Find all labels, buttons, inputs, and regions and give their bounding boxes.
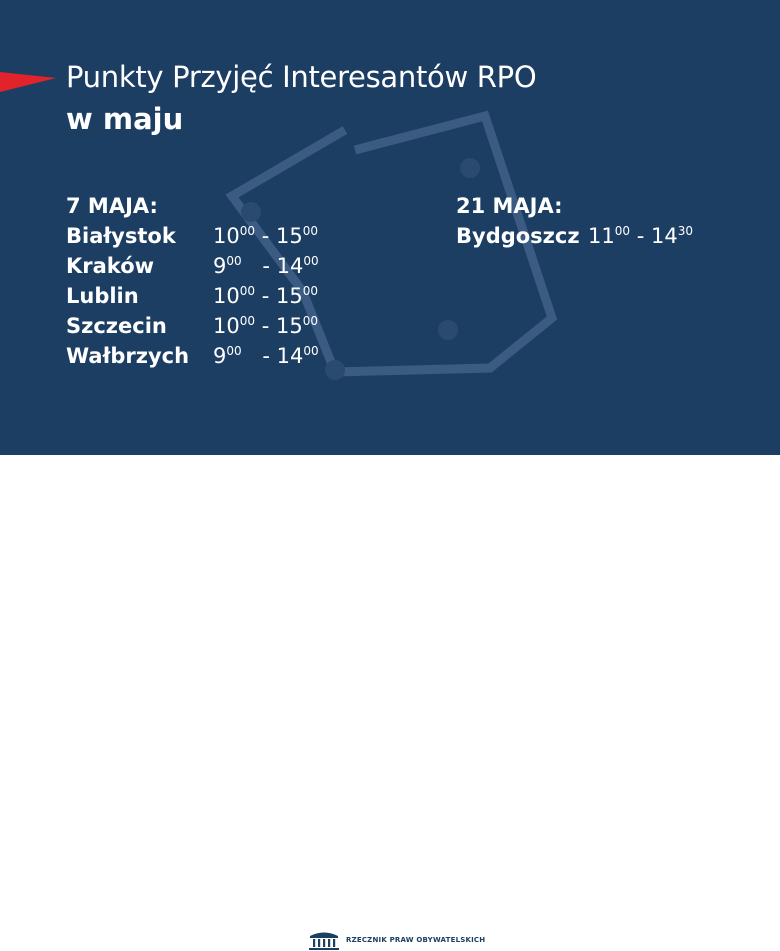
to-hour: 14 [650,224,678,248]
city-name: Lublin [66,284,139,308]
to-minutes: 00 [302,314,318,328]
from-hour: 11 [588,224,615,248]
institution-building-icon [309,932,339,950]
banner: Punkty Przyjęć Interesantów RPO w maju 7… [0,0,780,455]
time-separator: - [255,284,276,308]
from-hour: 9 [213,254,227,278]
to-minutes: 00 [302,284,318,298]
city-name: Bydgoszcz [456,224,580,248]
from-minutes: 00 [614,224,631,238]
city-name: Kraków [66,254,155,278]
to-hour: 15 [275,224,303,248]
footer: RZECZNIK PRAW OBYWATELSKICH [0,455,780,950]
time-separator: - [255,344,277,368]
city-name: Szczecin [66,314,167,338]
schedule-row: Szczecin 1000 - 1500 [66,311,396,341]
time-separator: - [630,224,651,248]
opening-hours: 1000 - 1500 [213,281,318,314]
schedule-row: Lublin 1000 - 1500 [66,281,396,311]
from-minutes: 00 [239,284,256,298]
from-minutes: 00 [226,254,242,268]
logo-text: RZECZNIK PRAW OBYWATELSKICH [346,936,486,944]
city-name: Wałbrzych [66,344,190,368]
from-minutes: 00 [239,224,256,238]
opening-hours: 1000 - 1500 [213,311,318,344]
from-hour: 10 [213,284,240,308]
from-hour: 10 [213,224,240,248]
to-hour: 15 [275,284,303,308]
to-hour: 14 [276,344,304,368]
schedule-row: Kraków 900 - 1400 [66,251,396,281]
to-hour: 14 [276,254,304,278]
opening-hours: 1000 - 1500 [213,221,318,254]
from-hour: 9 [213,344,227,368]
from-hour: 10 [213,314,240,338]
schedule-column-7-may: 7 MAJA: Białystok 1000 - 1500 Kraków 900 - … [66,191,396,371]
city-name: Białystok [66,224,176,248]
poland-outline-decoration [225,110,558,380]
to-hour: 15 [275,314,303,338]
time-separator: - [255,224,276,248]
rpo-logo: RZECZNIK PRAW OBYWATELSKICH [308,929,485,951]
opening-hours: 900 - 1400 [213,341,319,374]
column-heading: 21 MAJA: [456,194,563,218]
red-flag-icon [0,72,56,92]
to-minutes: 00 [303,344,319,358]
page-subtitle: w maju [66,102,184,136]
to-minutes: 00 [302,224,318,238]
time-separator: - [255,254,277,278]
schedule-column-21-may: 21 MAJA: Bydgoszcz 1100 - 1430 [456,191,756,251]
opening-hours: 900 - 1400 [213,251,319,284]
schedule-row: Wałbrzych 900 - 1400 [66,341,396,371]
from-minutes: 00 [226,344,242,358]
schedule-row: Bydgoszcz 1100 - 1430 [456,221,756,251]
page-title: Punkty Przyjęć Interesantów RPO [66,60,537,94]
opening-hours: 1100 - 1430 [588,221,693,254]
from-minutes: 00 [239,314,256,328]
to-minutes: 00 [303,254,319,268]
schedule-row: Białystok 1000 - 1500 [66,221,396,251]
column-heading: 7 MAJA: [66,194,158,218]
to-minutes: 30 [677,224,693,238]
time-separator: - [255,314,276,338]
